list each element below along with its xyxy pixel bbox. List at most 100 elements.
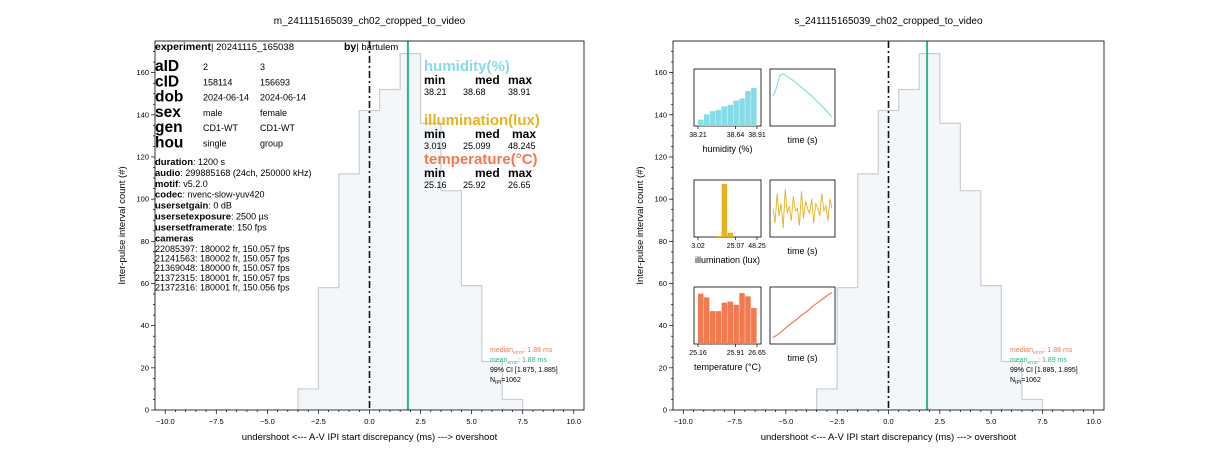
inset-hist-label: temperature (°C) — [694, 362, 761, 372]
x-tick-label: −7.5 — [209, 417, 224, 426]
y-tick-label: 80 — [141, 237, 149, 246]
n-value: =1062 — [501, 377, 521, 384]
inset-temperature: 25.16 25.91 26.65 temperature (°C) time (s) — [689, 286, 836, 372]
mean-error-text: meanerror: 1.88 ms — [490, 357, 547, 366]
y-tick-label: 60 — [141, 279, 149, 288]
histogram-bar — [1001, 361, 1022, 410]
y-tick-label: 160 — [654, 68, 667, 77]
histogram-bar — [461, 285, 482, 410]
x-tick-label: 10.0 — [566, 417, 581, 426]
env-stat-value: 38.68 — [463, 87, 486, 97]
animal-b-value: 3 — [260, 62, 265, 72]
n-value: =1062 — [1021, 377, 1041, 384]
inset-hist-bar — [715, 235, 722, 237]
x-axis-label: undershoot <--- A-V IPI start discrepanc… — [761, 432, 1017, 443]
info-label: audio — [155, 168, 181, 179]
animal-b-value: group — [260, 139, 283, 149]
confidence-interval-text: 99% CI [1.875, 1.885] — [490, 367, 558, 374]
n-main: N — [490, 377, 495, 384]
env-stat-value: 25.92 — [463, 180, 486, 190]
env-stat-label: med — [475, 73, 500, 87]
mean-main: mean — [1010, 357, 1028, 364]
inset-hist-tick-label: 26.65 — [748, 350, 766, 357]
x-tick-label: 7.5 — [517, 417, 527, 426]
inset-hist-tick-label: 48.25 — [748, 243, 766, 250]
camera-line: 22085397: 180002 fr, 150.057 fps — [155, 244, 290, 254]
x-tick-label: −10.0 — [156, 417, 175, 426]
histogram-outline — [297, 53, 524, 410]
histogram-bar — [502, 399, 523, 410]
inset-hist-tick-label: 38.91 — [748, 132, 766, 139]
y-tick-label: 100 — [654, 195, 667, 204]
x-tick-label: 10.0 — [1086, 417, 1101, 426]
median-main: median — [1010, 347, 1033, 354]
histogram-bar — [837, 287, 858, 410]
env-stat-label: min — [424, 73, 445, 87]
y-axis: 0 20 40 60 80 100 120 140 160 — [654, 51, 673, 415]
histogram-bar — [338, 173, 360, 410]
inset-hist-bar — [733, 304, 739, 344]
env-stat-value: 38.91 — [508, 87, 531, 97]
histogram-bar — [1021, 399, 1043, 410]
confidence-interval-text: 99% CI [1.885, 1.895] — [1010, 367, 1078, 374]
median-error-text: medianerror: 1.88 ms — [490, 347, 553, 356]
inset-hist-label: illumination (lux) — [695, 255, 760, 265]
n-sub: IPI — [495, 380, 501, 386]
animal-field-key: sex — [155, 104, 181, 121]
animal-field-key: cID — [155, 73, 179, 90]
by-label: by — [344, 41, 356, 53]
y-axis: 0 20 40 60 80 100 120 140 160 — [136, 51, 155, 415]
x-axis: −10.0 −7.5 −5.0 −2.5 0.0 2.5 5.0 7.5 10.0 — [156, 410, 581, 426]
info-value: : 150 fps — [232, 222, 267, 232]
animal-b-value: CD1-WT — [260, 123, 295, 133]
mean-error-text: meanerror: 1.89 ms — [1010, 357, 1067, 366]
inset-hist-bar — [727, 232, 733, 237]
by-line: by| bartulem — [344, 41, 398, 53]
x-tick-label: 2.5 — [935, 417, 945, 426]
info-label: usersetgain — [155, 201, 209, 212]
n-sub: IPI — [1015, 380, 1021, 386]
env-stat-value: 3.019 — [424, 141, 447, 151]
inset-hist-bar — [721, 106, 728, 126]
y-tick-label: 160 — [136, 68, 149, 77]
x-tick-label: 5.0 — [986, 417, 996, 426]
animal-a-value: single — [203, 139, 227, 149]
y-tick-label: 0 — [663, 406, 667, 415]
y-tick-label: 60 — [659, 279, 667, 288]
env-stat-value: 25.099 — [463, 141, 491, 151]
median-main: median — [490, 347, 513, 354]
info-line: usersetgain: 0 dB — [155, 201, 232, 212]
inset-hist-bar — [727, 104, 733, 126]
x-tick-label: 0.0 — [883, 417, 893, 426]
mean-value: : 1.89 ms — [1038, 357, 1067, 364]
inset-hist-tick-label: 3.02 — [691, 243, 705, 250]
experiment-value: | 20241115_165038 — [211, 42, 294, 53]
mean-main: mean — [490, 357, 508, 364]
inset-hist-tick-label: 38.21 — [689, 132, 707, 139]
info-value: : nvenc-slow-yuv420 — [182, 190, 264, 200]
by-value: | bartulem — [356, 42, 398, 53]
info-label: duration — [155, 157, 193, 168]
y-axis-label: Inter-pulse interval count (#) — [635, 166, 646, 284]
info-line: audio: 299885168 (24ch, 250000 kHz) — [155, 168, 311, 179]
env-stat-value: 48.245 — [508, 141, 536, 151]
environment-insets: 38.21 38.64 38.91 humidity (%) time (s) 3.02 2… — [689, 68, 836, 372]
inset-hist-tick-label: 25.91 — [727, 350, 745, 357]
experiment-line: experiment| 20241115_165038 — [155, 41, 294, 53]
env-title: humidity(%) — [424, 58, 510, 75]
histogram-outline — [816, 53, 1044, 410]
info-value: : 2500 µs — [231, 212, 269, 222]
y-tick-label: 120 — [654, 152, 667, 161]
n-ipi-text: NIPI=1062 — [1010, 377, 1041, 386]
histogram-bar — [857, 173, 879, 410]
env-title: temperature(°C) — [424, 151, 538, 168]
histogram-bar — [919, 53, 940, 410]
histogram-bar — [318, 287, 339, 410]
inset-hist-bar — [721, 302, 728, 344]
n-main: N — [1010, 377, 1015, 384]
env-stat-value: 26.65 — [508, 180, 531, 190]
camera-line: 21241563: 180002 fr, 150.057 fps — [155, 254, 290, 264]
env-stat-label: max — [508, 166, 532, 180]
histogram-bar — [878, 110, 899, 410]
mean-sub: error — [1028, 360, 1039, 366]
